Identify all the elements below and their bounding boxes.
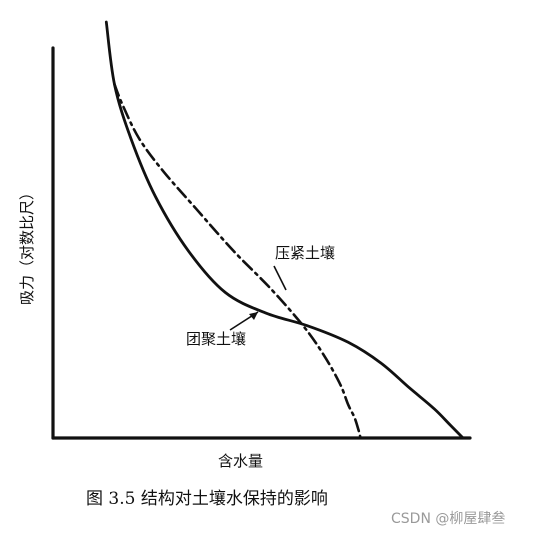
axes bbox=[51, 46, 472, 440]
annotations: 压紧土壤 团聚土壤 bbox=[186, 244, 335, 348]
figure-caption: 图 3.5 结构对土壤水保持的影响 bbox=[86, 488, 328, 509]
aggregate-label-arrowhead bbox=[249, 312, 258, 320]
series-line-aggregate-soil bbox=[104, 20, 465, 440]
watermark: CSDN @柳屋肆叁 bbox=[391, 510, 505, 527]
x-axis-label: 含水量 bbox=[218, 452, 263, 470]
aggregate-soil-label: 团聚土壤 bbox=[186, 330, 246, 348]
compact-soil-label: 压紧土壤 bbox=[275, 244, 335, 262]
compact-label-pointer bbox=[273, 265, 287, 291]
y-axis-label: 吸力（对数比尺） bbox=[18, 185, 36, 305]
series-layer bbox=[104, 20, 465, 440]
